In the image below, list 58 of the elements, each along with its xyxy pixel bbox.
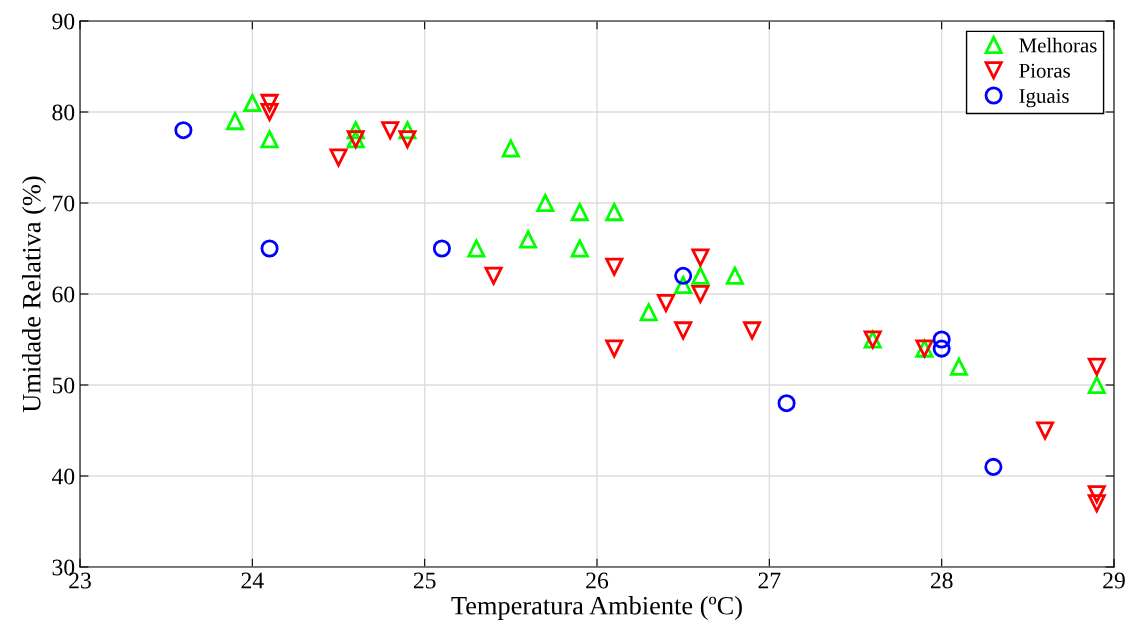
point	[260, 239, 279, 258]
point	[656, 294, 675, 313]
point	[174, 121, 193, 140]
x-tick-label: 28	[930, 572, 953, 589]
point	[605, 203, 624, 222]
point	[777, 394, 796, 413]
point	[398, 130, 417, 149]
point	[605, 257, 624, 276]
point	[742, 321, 762, 342]
point	[691, 248, 710, 267]
point	[1036, 421, 1055, 440]
point	[260, 130, 279, 149]
point	[501, 139, 520, 158]
point	[570, 203, 589, 222]
point	[691, 284, 710, 304]
point	[243, 93, 262, 112]
y-tick-label: 70	[53, 195, 75, 212]
y-tick-label: 50	[52, 377, 75, 394]
point	[467, 239, 486, 258]
point	[1087, 494, 1106, 513]
point	[1087, 485, 1106, 504]
x-tick-label: 29	[1103, 572, 1125, 589]
x-tick-label: 26	[586, 572, 609, 589]
y-tick-label: 60	[52, 286, 75, 303]
point	[674, 275, 693, 294]
point	[1087, 357, 1106, 376]
y-axis-title: Umidade Relativa (%)	[22, 176, 46, 413]
point	[226, 112, 245, 131]
point	[1087, 375, 1106, 395]
point	[725, 266, 744, 285]
point	[605, 339, 624, 358]
y-tick-label: 80	[52, 104, 75, 121]
x-tick-label: 25	[413, 572, 436, 589]
point	[674, 266, 693, 285]
legend-label: Iguais	[1019, 88, 1069, 108]
y-tick-label: 90	[52, 13, 75, 30]
point	[519, 230, 538, 249]
point	[673, 321, 693, 342]
point	[570, 239, 589, 258]
point	[949, 357, 968, 376]
point	[932, 330, 951, 349]
point	[260, 93, 279, 112]
x-axis-title: Temperatura Ambiente (ºC)	[451, 596, 742, 620]
point	[536, 193, 555, 213]
point	[932, 339, 951, 358]
x-tick-label: 24	[241, 572, 264, 589]
point	[639, 303, 658, 322]
point	[484, 266, 503, 285]
point	[260, 102, 279, 122]
y-tick-label: 40	[51, 468, 75, 485]
point	[381, 121, 400, 140]
point	[432, 239, 451, 258]
legend-label: Pioras	[1019, 63, 1070, 78]
point	[984, 457, 1003, 476]
x-tick-label: 27	[758, 572, 781, 589]
point	[691, 266, 710, 285]
point	[329, 148, 348, 167]
legend-label: Melhoras	[1019, 37, 1097, 53]
